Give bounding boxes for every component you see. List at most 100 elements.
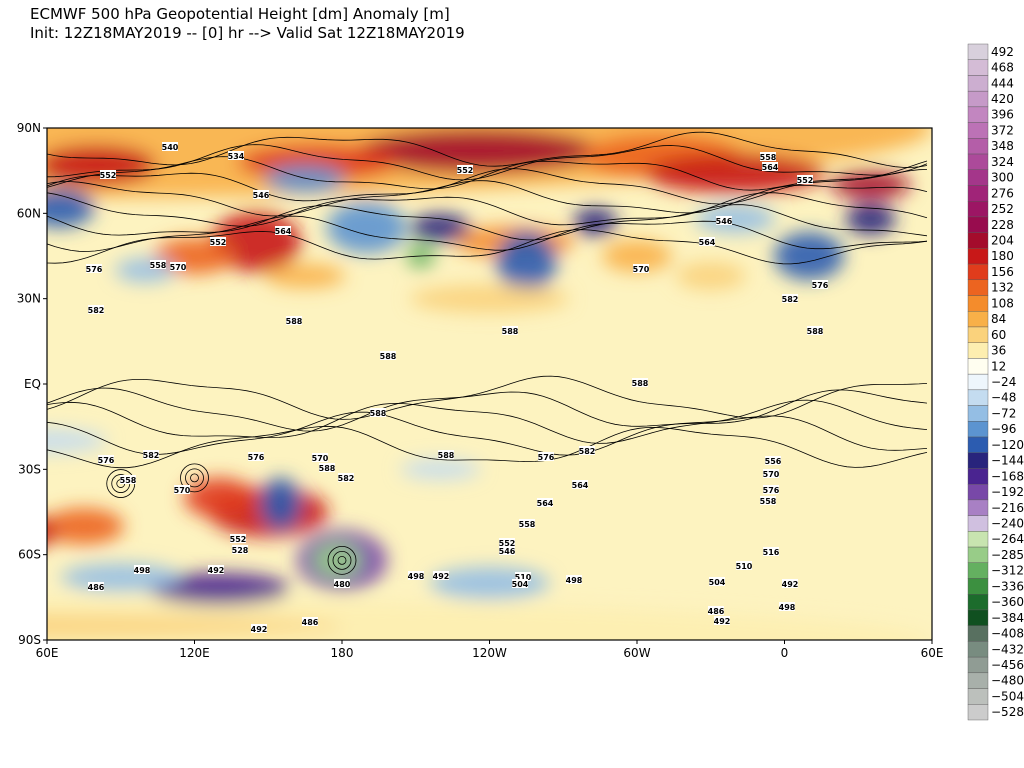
colorbar-label: −216	[991, 501, 1024, 515]
colorbar-swatch	[967, 421, 989, 438]
contour-label: 564	[275, 227, 292, 236]
contour-label: 570	[633, 265, 650, 274]
contour-label-bg	[100, 170, 116, 179]
contour-label: 564	[762, 163, 779, 172]
colorbar-swatch	[967, 216, 989, 233]
lat-label: 60S	[18, 548, 41, 562]
colorbar-label: −192	[991, 485, 1024, 499]
lat-label: 30N	[17, 292, 41, 306]
colorbar-swatch	[967, 43, 989, 60]
colorbar-swatch	[967, 436, 989, 453]
colorbar-label: −456	[991, 658, 1024, 672]
contour-label-bg	[120, 475, 136, 484]
anomaly-region	[47, 144, 157, 185]
contour-label: 570	[170, 263, 187, 272]
contour-line	[47, 168, 928, 205]
contour-label-bg	[537, 498, 553, 507]
colorbar-swatch	[967, 389, 989, 406]
colorbar-swatch	[967, 468, 989, 485]
anomaly-region	[409, 284, 570, 313]
contour-label-bg	[174, 485, 190, 494]
contour-label-bg	[86, 264, 102, 273]
colorbar-label: 12	[991, 359, 1006, 373]
contour-label-bg	[782, 579, 798, 588]
contour-label-bg	[760, 152, 776, 161]
anomaly-region	[602, 240, 672, 272]
colorbar-label: −504	[991, 689, 1024, 703]
contour-label-bg	[98, 455, 114, 464]
contour-label: 492	[714, 617, 731, 626]
contour-label-bg	[760, 496, 776, 505]
colorbar-swatch	[967, 122, 989, 139]
contour-label: 582	[143, 451, 160, 460]
contour-label-bg	[714, 616, 730, 625]
contour-label-bg	[632, 378, 648, 387]
contour-label-bg	[334, 579, 350, 588]
colorbar-label: −360	[991, 595, 1024, 609]
contour-label: 556	[765, 457, 782, 466]
contour-label-bg	[812, 280, 828, 289]
contour-label-bg	[438, 450, 454, 459]
contour-ring	[332, 550, 352, 570]
colorbar-swatch	[967, 106, 989, 123]
contour-label: 498	[566, 576, 583, 585]
contour-label-bg	[502, 326, 518, 335]
colorbar-swatch	[967, 311, 989, 328]
contour-label: 504	[709, 578, 726, 587]
contour-ring	[185, 468, 204, 488]
contour-label-bg	[251, 624, 267, 633]
anomaly-region	[312, 542, 363, 579]
contour-label-bg	[88, 305, 104, 314]
lon-label: 60E	[921, 646, 944, 660]
colorbar-swatch	[967, 185, 989, 202]
contour-label-bg	[762, 162, 778, 171]
lon-label: 60W	[623, 646, 650, 660]
colorbar-swatch	[967, 373, 989, 391]
title: ECMWF 500 hPa Geopotential Height [dm] A…	[30, 5, 450, 23]
contour-label: 516	[763, 548, 780, 557]
contour-label-bg	[230, 534, 246, 543]
colorbar-swatch	[967, 263, 989, 281]
contour-ring	[190, 473, 199, 483]
contour-label-bg	[708, 606, 724, 615]
colorbar-label: 180	[991, 249, 1014, 263]
colorbar-label: −336	[991, 579, 1024, 593]
colorbar-swatch	[967, 578, 989, 595]
contour-label: 552	[499, 539, 516, 548]
anomaly-region	[675, 261, 746, 290]
contour-label: 582	[338, 474, 355, 483]
contour-label-bg	[210, 237, 226, 246]
contour-label: 486	[302, 618, 319, 627]
contour-label-bg	[338, 473, 354, 482]
contour-label: 564	[699, 238, 716, 247]
contour-label: 510	[515, 573, 532, 582]
colorbar-label: 444	[991, 76, 1014, 90]
contour-label-bg	[134, 565, 150, 574]
contour-label: 588	[438, 451, 455, 460]
contour-label-bg	[499, 546, 515, 555]
colorbar-label: 60	[991, 328, 1006, 342]
colorbar-label: 228	[991, 218, 1014, 232]
lat-label: 60N	[17, 206, 41, 220]
contour-label-bg	[572, 480, 588, 489]
anomaly-field	[47, 128, 932, 640]
lat-label: 30S	[18, 462, 41, 476]
lon-label: 180	[331, 646, 354, 660]
anomaly-region	[47, 519, 58, 545]
contour-label: 570	[763, 470, 780, 479]
contour-line	[47, 411, 928, 456]
contour-label: 552	[457, 166, 474, 175]
contour-label-bg	[253, 190, 269, 199]
contour-label: 576	[763, 486, 780, 495]
contour-label-bg	[286, 316, 302, 325]
contour-label: 582	[88, 306, 105, 315]
contour-label-bg	[433, 571, 449, 580]
colorbar-label: 204	[991, 234, 1014, 248]
colorbar-swatch	[967, 405, 989, 422]
contour-label: 492	[251, 625, 268, 634]
contour-line	[47, 192, 928, 227]
contour-label: 582	[579, 447, 596, 456]
colorbar-label: 468	[991, 61, 1014, 75]
